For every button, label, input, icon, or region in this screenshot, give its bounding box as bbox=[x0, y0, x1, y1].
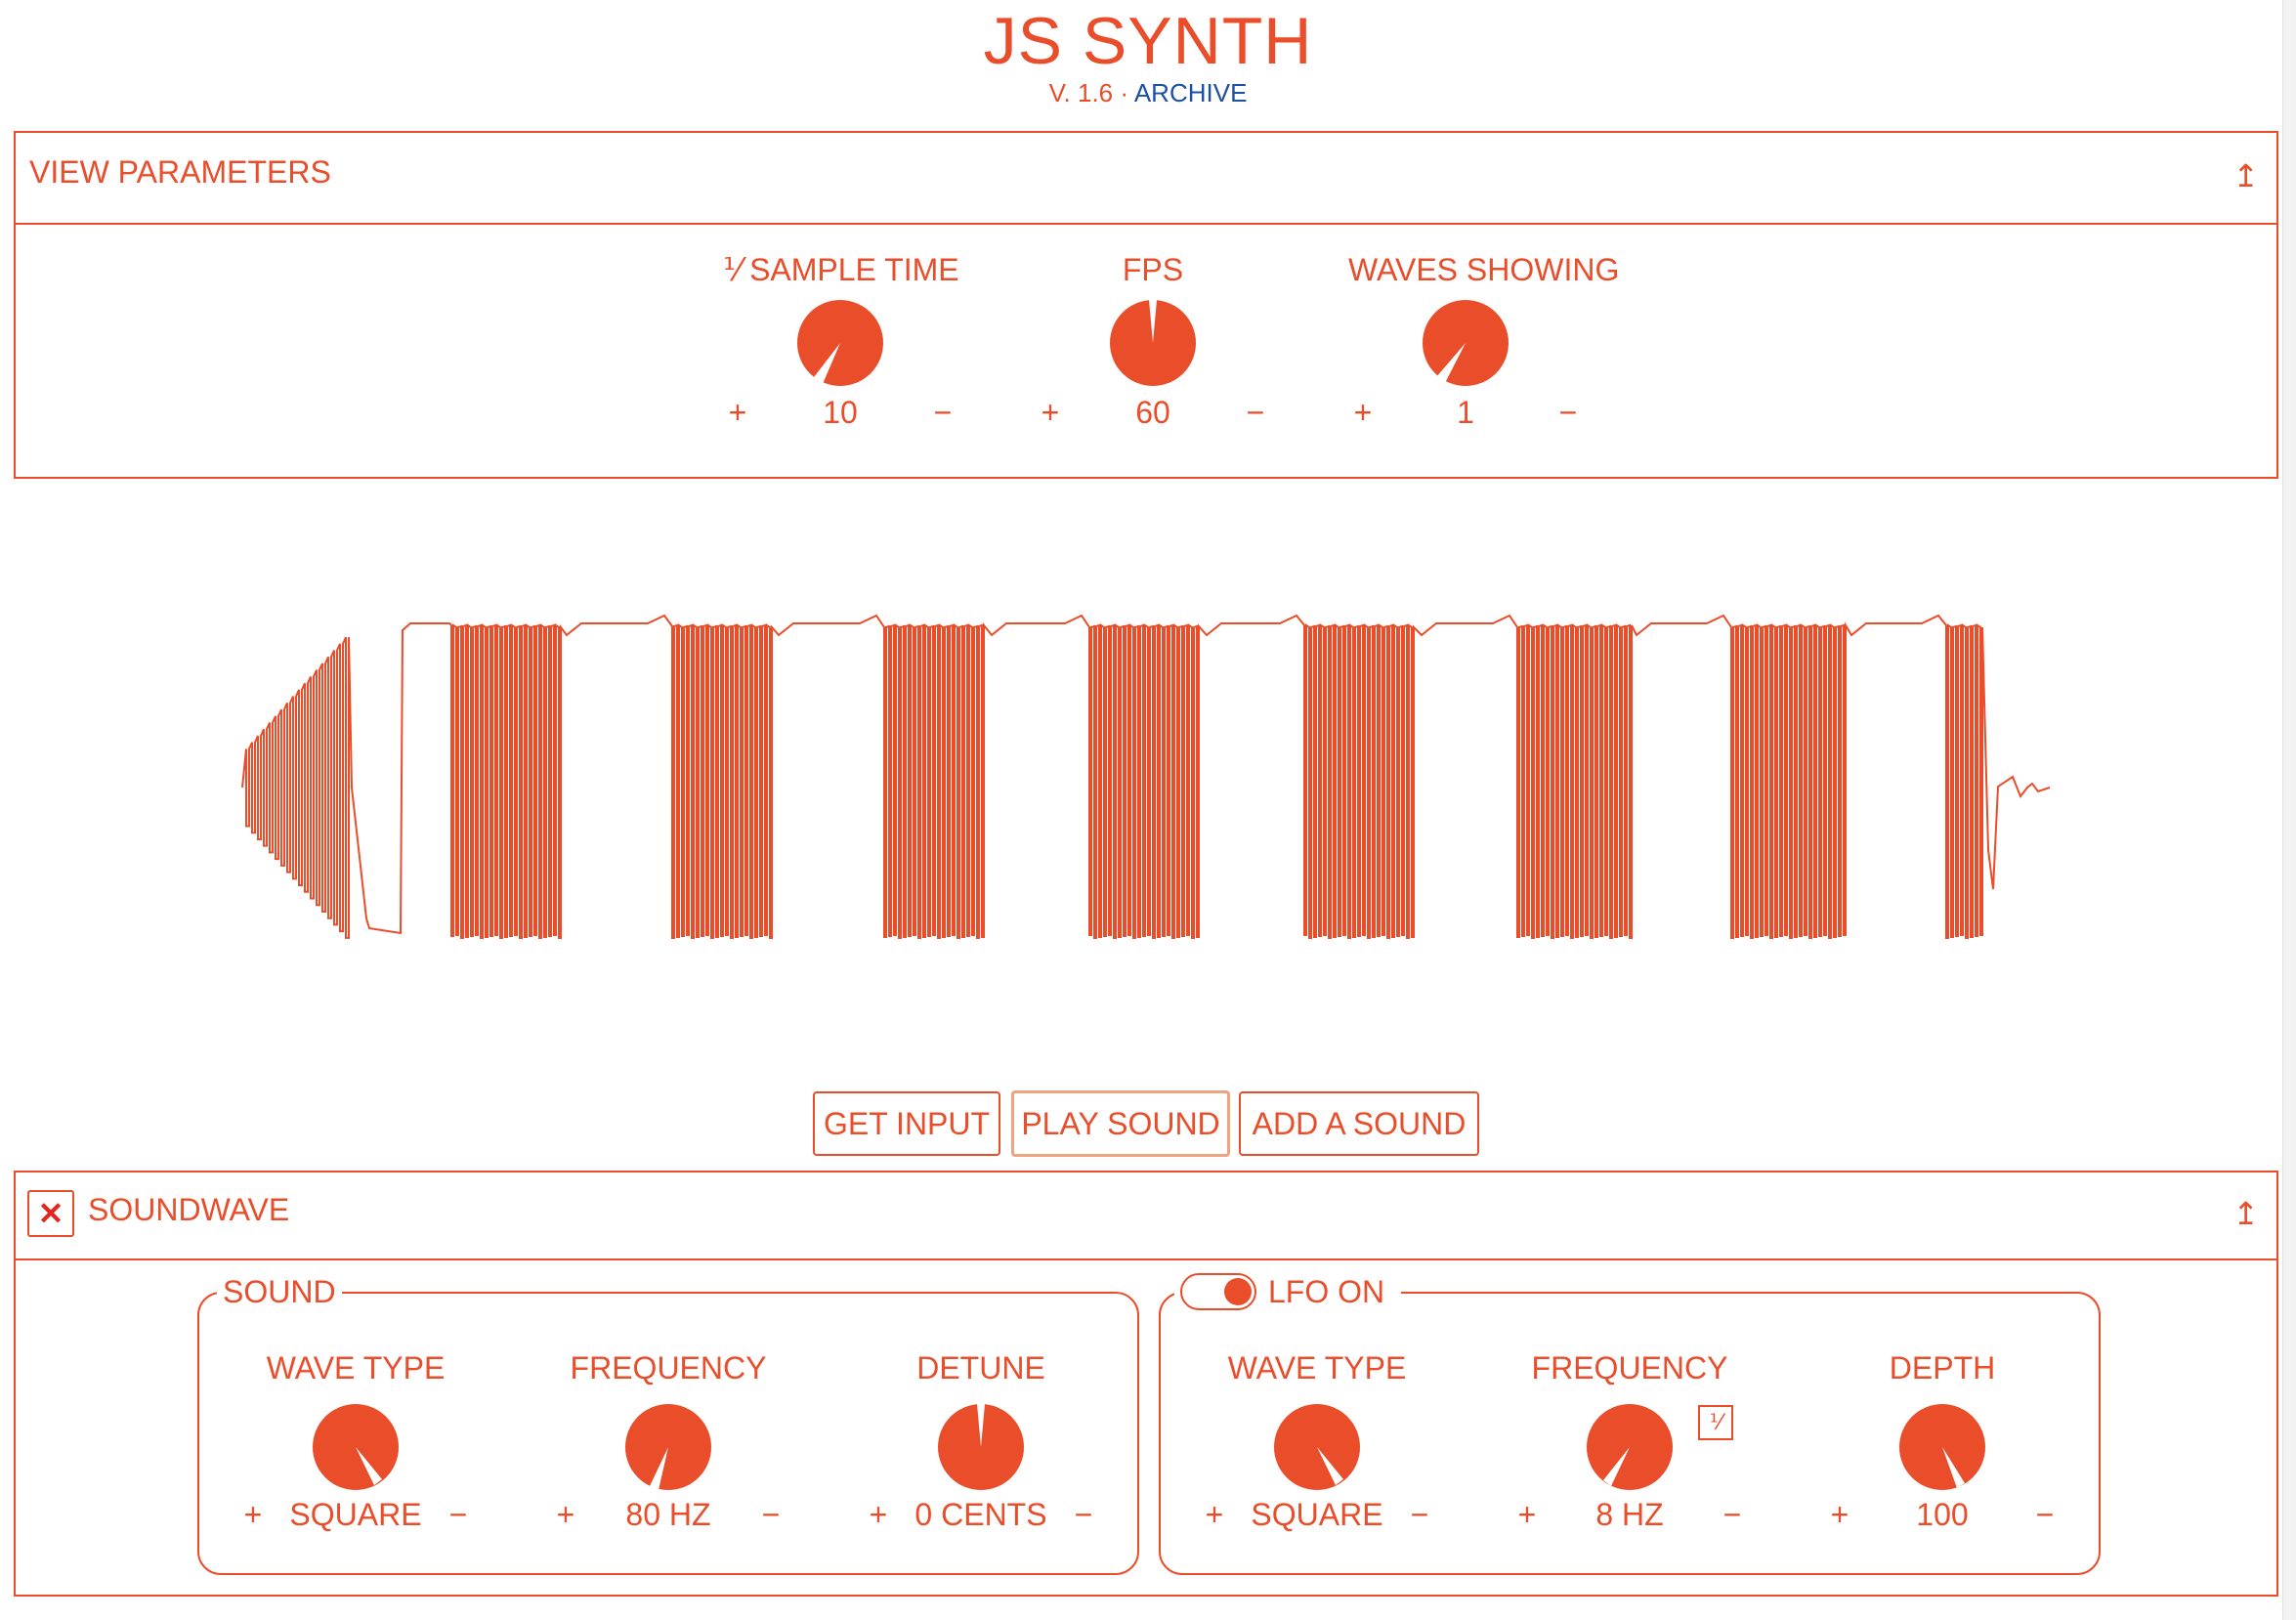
sample-time-knob[interactable] bbox=[796, 299, 884, 387]
sample-time-value: 10 bbox=[823, 395, 858, 430]
reciprocal-toggle[interactable]: ⅟ bbox=[1698, 1405, 1733, 1440]
view-parameters-panel: VIEW PARAMETERS ↥ ⅟ SAMPLE TIME + 10 − F… bbox=[14, 131, 2278, 479]
lfo-toggle[interactable] bbox=[1180, 1273, 1256, 1310]
increment-button[interactable]: + bbox=[1353, 395, 1373, 430]
get-input-button[interactable]: GET INPUT bbox=[813, 1091, 1000, 1156]
view-parameters-header[interactable]: VIEW PARAMETERS ↥ bbox=[16, 133, 2276, 225]
close-icon[interactable]: ✕ bbox=[27, 1190, 74, 1237]
decrement-button[interactable]: − bbox=[761, 1497, 781, 1532]
lfo-legend: LFO ON bbox=[1174, 1272, 1401, 1311]
increment-button[interactable]: + bbox=[243, 1497, 263, 1532]
increment-button[interactable]: + bbox=[1517, 1497, 1537, 1532]
increment-button[interactable]: + bbox=[1041, 395, 1060, 430]
detune-value: 0 CENTS bbox=[914, 1497, 1047, 1532]
decrement-button[interactable]: − bbox=[1722, 1497, 1742, 1532]
waveform-trace bbox=[241, 614, 2051, 939]
soundwave-header[interactable]: ✕ SOUNDWAVE ↥ bbox=[16, 1172, 2276, 1260]
lfo-wave-type-knob[interactable] bbox=[1273, 1403, 1361, 1491]
detune-label: DETUNE bbox=[916, 1350, 1045, 1386]
decrement-button[interactable]: − bbox=[933, 395, 953, 430]
wave-type-knob[interactable] bbox=[312, 1403, 400, 1491]
soundwave-title: SOUNDWAVE bbox=[88, 1192, 290, 1227]
lfo-wave-type-control: WAVE TYPE + SQUARE − bbox=[1200, 1348, 1434, 1534]
sound-group: SOUND WAVE TYPE + SQUARE − FREQUENCY + 8… bbox=[197, 1272, 1139, 1575]
page-scrollbar[interactable] bbox=[2282, 0, 2296, 1620]
decrement-button[interactable]: − bbox=[448, 1497, 468, 1532]
archive-link[interactable]: ARCHIVE bbox=[1133, 78, 1248, 107]
frequency-knob[interactable] bbox=[624, 1403, 712, 1491]
soundwave-panel: ✕ SOUNDWAVE ↥ SOUND WAVE TYPE + SQUARE −… bbox=[14, 1171, 2278, 1597]
decrement-button[interactable]: − bbox=[2035, 1497, 2055, 1532]
lfo-wave-type-value: SQUARE bbox=[1251, 1497, 1383, 1532]
fps-label: FPS bbox=[1122, 252, 1184, 287]
play-sound-button[interactable]: PLAY SOUND bbox=[1011, 1090, 1230, 1157]
sound-legend: SOUND bbox=[217, 1272, 342, 1311]
version-line: V. 1.6 · ARCHIVE bbox=[0, 76, 2296, 109]
panel-title: VIEW PARAMETERS bbox=[29, 154, 331, 190]
wave-type-label: WAVE TYPE bbox=[266, 1350, 446, 1386]
frequency-label: FREQUENCY bbox=[570, 1350, 767, 1386]
version-text: V. 1.6 bbox=[1048, 78, 1114, 107]
depth-value: 100 bbox=[1916, 1497, 1969, 1532]
depth-control: DEPTH + 100 − bbox=[1825, 1348, 2060, 1534]
waves-showing-value: 1 bbox=[1457, 395, 1474, 430]
increment-button[interactable]: + bbox=[728, 395, 747, 430]
add-sound-button[interactable]: ADD A SOUND bbox=[1239, 1091, 1479, 1156]
fps-control: FPS + 60 − bbox=[1036, 250, 1270, 430]
lfo-frequency-label: FREQUENCY bbox=[1531, 1350, 1728, 1386]
wave-type-control: WAVE TYPE + SQUARE − bbox=[238, 1348, 473, 1534]
lfo-frequency-value: 8 HZ bbox=[1595, 1497, 1664, 1532]
lfo-label: LFO ON bbox=[1268, 1274, 1385, 1309]
fps-knob[interactable] bbox=[1109, 299, 1197, 387]
decrement-button[interactable]: − bbox=[1074, 1497, 1093, 1532]
decrement-button[interactable]: − bbox=[1410, 1497, 1429, 1532]
waveform-display bbox=[241, 614, 2051, 939]
lfo-wave-type-label: WAVE TYPE bbox=[1227, 1350, 1407, 1386]
collapse-icon[interactable]: ↥ bbox=[2232, 158, 2259, 193]
sample-time-label: ⅟ SAMPLE TIME bbox=[723, 252, 959, 287]
detune-knob[interactable] bbox=[937, 1403, 1025, 1491]
waves-showing-label: WAVES SHOWING bbox=[1348, 252, 1620, 287]
app-title: JS SYNTH bbox=[983, 4, 1313, 78]
sample-time-control: ⅟ SAMPLE TIME + 10 − bbox=[723, 250, 959, 430]
lfo-frequency-knob[interactable] bbox=[1586, 1403, 1674, 1491]
frequency-control: FREQUENCY + 80 HZ − bbox=[551, 1348, 786, 1534]
waves-showing-knob[interactable] bbox=[1422, 299, 1509, 387]
separator-dot: · bbox=[1120, 78, 1129, 107]
wave-type-value: SQUARE bbox=[289, 1497, 422, 1532]
increment-button[interactable]: + bbox=[869, 1497, 888, 1532]
decrement-button[interactable]: − bbox=[1246, 395, 1265, 430]
increment-button[interactable]: + bbox=[1205, 1497, 1224, 1532]
depth-label: DEPTH bbox=[1889, 1350, 1996, 1386]
increment-button[interactable]: + bbox=[1830, 1497, 1850, 1532]
increment-button[interactable]: + bbox=[556, 1497, 575, 1532]
detune-control: DETUNE + 0 CENTS − bbox=[864, 1348, 1098, 1534]
decrement-button[interactable]: − bbox=[1558, 395, 1578, 430]
depth-knob[interactable] bbox=[1898, 1403, 1986, 1491]
lfo-group: LFO ON WAVE TYPE + SQUARE − FREQUENCY ⅟ … bbox=[1159, 1272, 2101, 1575]
lfo-frequency-control: FREQUENCY ⅟ + 8 HZ − bbox=[1512, 1348, 1747, 1534]
waves-showing-control: WAVES SHOWING + 1 − bbox=[1348, 250, 1620, 430]
frequency-value: 80 HZ bbox=[625, 1497, 711, 1532]
fps-value: 60 bbox=[1135, 395, 1170, 430]
collapse-icon[interactable]: ↥ bbox=[2232, 1196, 2259, 1231]
toggle-knob bbox=[1224, 1278, 1252, 1305]
